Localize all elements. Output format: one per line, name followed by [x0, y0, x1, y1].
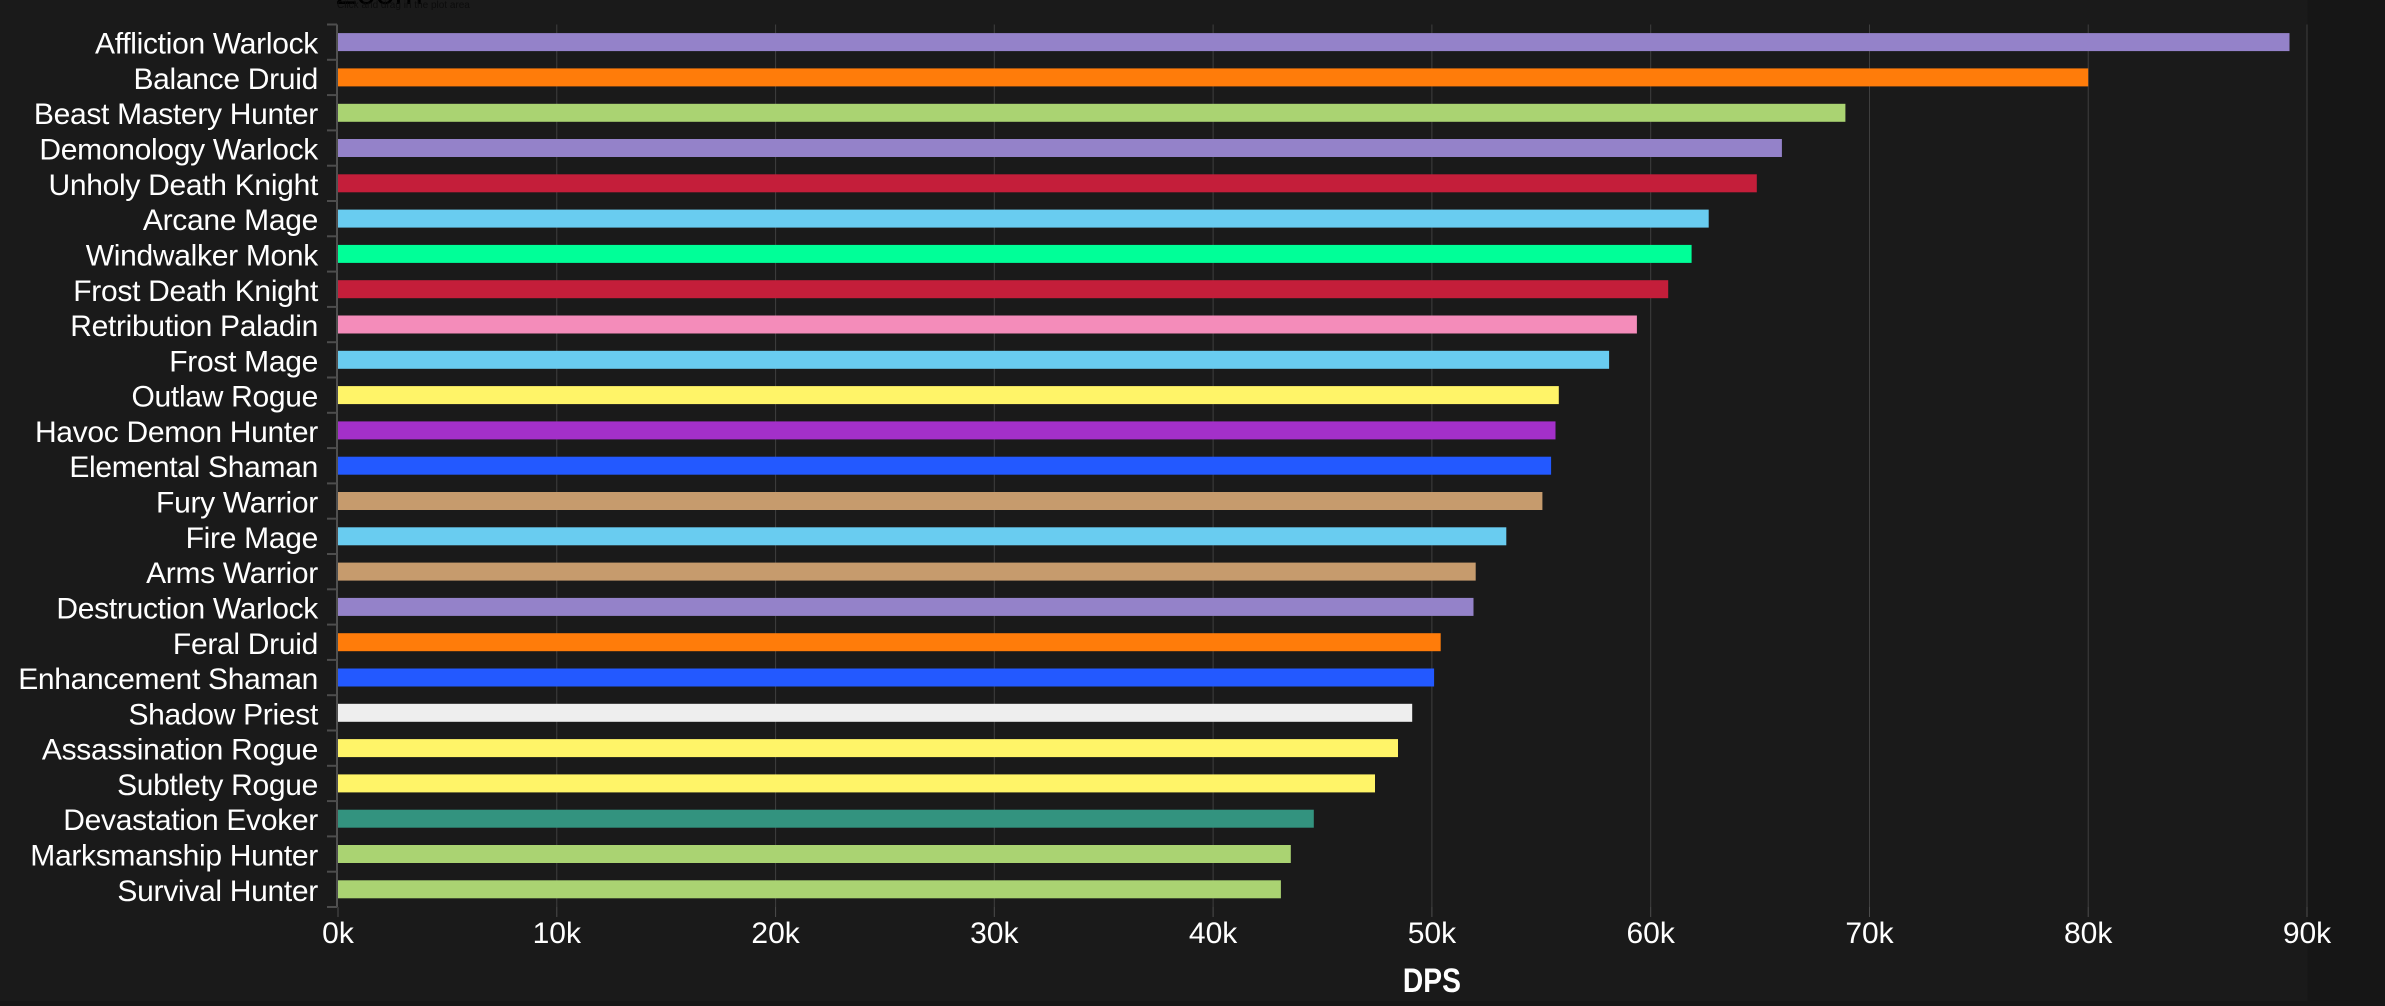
svg-text:Outlaw Rogue: Outlaw Rogue — [131, 381, 318, 414]
svg-text:Devastation Evoker: Devastation Evoker — [63, 804, 318, 837]
svg-text:Subtlety Rogue: Subtlety Rogue — [117, 769, 318, 802]
svg-text:Zoom: Zoom — [336, 0, 423, 12]
svg-text:Windwalker Monk: Windwalker Monk — [86, 239, 320, 272]
svg-text:10k: 10k — [533, 917, 582, 950]
svg-text:50k: 50k — [1408, 917, 1457, 950]
svg-text:60k: 60k — [1627, 917, 1676, 950]
svg-text:DPS: DPS — [1403, 962, 1461, 1000]
svg-text:70k: 70k — [1845, 917, 1894, 950]
svg-text:Arcane Mage: Arcane Mage — [143, 204, 318, 237]
svg-text:Havoc Demon Hunter: Havoc Demon Hunter — [35, 416, 318, 449]
svg-text:Click and drag in the plot are: Click and drag in the plot area — [337, 0, 470, 11]
svg-text:Affliction Warlock: Affliction Warlock — [95, 28, 319, 61]
svg-text:Balance Druid: Balance Druid — [133, 63, 318, 96]
svg-text:Demonology Warlock: Demonology Warlock — [39, 134, 319, 167]
svg-text:Unholy Death Knight: Unholy Death Knight — [49, 169, 319, 202]
svg-text:0k: 0k — [322, 917, 355, 950]
svg-text:Fire Mage: Fire Mage — [186, 522, 318, 555]
svg-text:Assassination Rogue: Assassination Rogue — [42, 734, 318, 767]
svg-text:30k: 30k — [970, 917, 1019, 950]
svg-text:90k: 90k — [2283, 917, 2332, 950]
svg-text:Retribution Paladin: Retribution Paladin — [70, 310, 318, 343]
svg-text:Elemental Shaman: Elemental Shaman — [69, 451, 318, 484]
svg-text:Enhancement Shaman: Enhancement Shaman — [18, 663, 318, 696]
svg-text:Beast Mastery Hunter: Beast Mastery Hunter — [34, 98, 318, 131]
svg-text:Shadow Priest: Shadow Priest — [128, 698, 318, 731]
svg-text:Frost Mage: Frost Mage — [169, 345, 318, 378]
svg-text:Arms Warrior: Arms Warrior — [146, 557, 318, 590]
svg-text:Marksmanship Hunter: Marksmanship Hunter — [30, 840, 318, 873]
svg-text:Fury Warrior: Fury Warrior — [156, 487, 318, 520]
svg-text:Feral Druid: Feral Druid — [173, 628, 318, 661]
svg-text:20k: 20k — [751, 917, 800, 950]
svg-text:40k: 40k — [1189, 917, 1238, 950]
svg-text:Survival Hunter: Survival Hunter — [117, 875, 318, 908]
svg-text:Destruction Warlock: Destruction Warlock — [56, 592, 319, 625]
svg-text:80k: 80k — [2064, 917, 2113, 950]
svg-text:Frost Death Knight: Frost Death Knight — [73, 275, 319, 308]
